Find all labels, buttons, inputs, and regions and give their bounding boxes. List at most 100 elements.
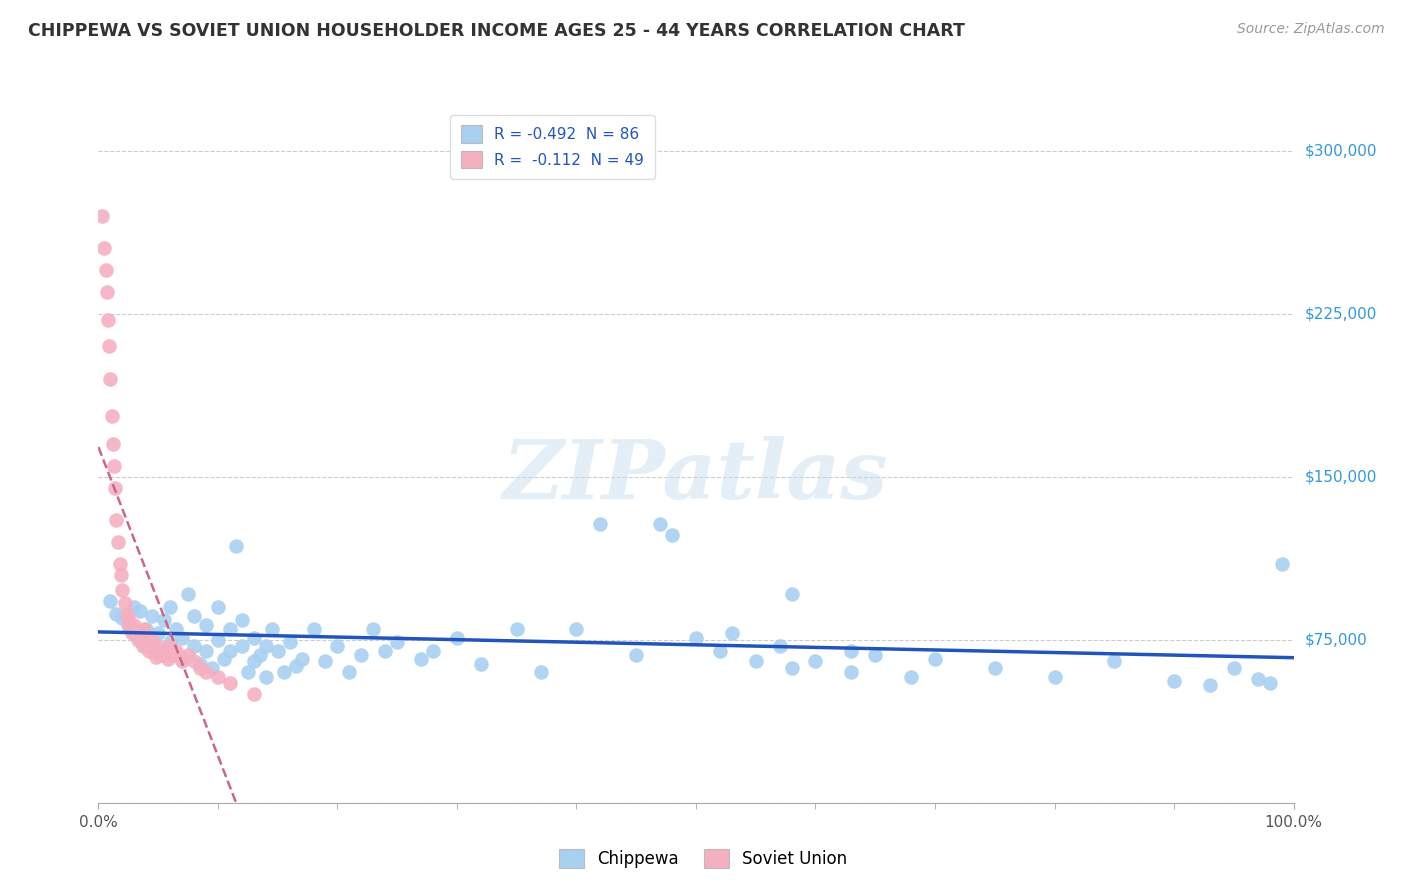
Point <box>243 631 266 645</box>
Point <box>721 626 744 640</box>
Point <box>105 513 128 527</box>
Point <box>98 593 122 607</box>
Legend: R = -0.492  N = 86, R =  -0.112  N = 49: R = -0.492 N = 86, R = -0.112 N = 49 <box>450 115 655 179</box>
Point <box>290 652 312 666</box>
Point <box>188 657 211 671</box>
Point <box>148 626 170 640</box>
Point <box>172 631 194 645</box>
Point <box>745 655 768 669</box>
Point <box>207 600 229 615</box>
Point <box>124 600 146 615</box>
Point <box>156 652 179 666</box>
Point <box>177 587 200 601</box>
Point <box>159 600 181 615</box>
Point <box>111 582 134 597</box>
Point <box>172 655 194 669</box>
Point <box>194 665 217 680</box>
Point <box>135 635 157 649</box>
Point <box>129 605 152 619</box>
Point <box>138 643 160 657</box>
Point <box>374 643 396 657</box>
Point <box>302 622 325 636</box>
Point <box>350 648 373 662</box>
Point <box>141 632 163 647</box>
Point <box>565 622 588 636</box>
Point <box>284 658 307 673</box>
Point <box>125 626 148 640</box>
Point <box>159 639 181 653</box>
Point <box>135 622 157 636</box>
Point <box>267 643 290 657</box>
Text: $75,000: $75,000 <box>1305 632 1368 648</box>
Point <box>1198 678 1220 692</box>
Point <box>983 661 1005 675</box>
Point <box>108 557 131 571</box>
Point <box>529 665 551 680</box>
Point <box>863 648 886 662</box>
Point <box>709 643 731 657</box>
Point <box>117 617 139 632</box>
Point <box>225 539 247 553</box>
Point <box>107 535 129 549</box>
Point <box>169 650 191 665</box>
Point <box>1258 676 1281 690</box>
Point <box>162 648 184 662</box>
Point <box>148 639 170 653</box>
Point <box>780 587 803 601</box>
Point <box>219 676 242 690</box>
Point <box>624 648 647 662</box>
Point <box>201 661 224 675</box>
Point <box>315 655 337 669</box>
Point <box>411 652 433 666</box>
Point <box>839 665 862 680</box>
Point <box>93 241 115 255</box>
Point <box>143 643 166 657</box>
Point <box>254 639 277 653</box>
Point <box>98 339 121 353</box>
Point <box>103 458 125 473</box>
Point <box>188 661 211 675</box>
Point <box>1222 661 1246 675</box>
Point <box>105 607 128 621</box>
Point <box>446 631 468 645</box>
Point <box>149 648 172 662</box>
Point <box>804 655 827 669</box>
Point <box>1102 655 1125 669</box>
Point <box>135 639 157 653</box>
Point <box>422 643 444 657</box>
Point <box>231 639 253 653</box>
Point <box>139 639 162 653</box>
Point <box>254 670 277 684</box>
Point <box>110 567 132 582</box>
Point <box>165 643 187 657</box>
Point <box>172 652 194 666</box>
Point <box>589 517 612 532</box>
Point <box>111 611 134 625</box>
Text: ZIPatlas: ZIPatlas <box>503 436 889 516</box>
Point <box>219 622 242 636</box>
Point <box>127 632 149 647</box>
Point <box>97 313 120 327</box>
Text: $225,000: $225,000 <box>1305 306 1376 321</box>
Point <box>648 517 672 532</box>
Point <box>183 608 205 623</box>
Point <box>1271 557 1294 571</box>
Text: CHIPPEWA VS SOVIET UNION HOUSEHOLDER INCOME AGES 25 - 44 YEARS CORRELATION CHART: CHIPPEWA VS SOVIET UNION HOUSEHOLDER INC… <box>28 22 965 40</box>
Point <box>101 437 124 451</box>
Point <box>231 613 253 627</box>
Point <box>91 209 114 223</box>
Point <box>385 635 409 649</box>
Point <box>273 665 295 680</box>
Point <box>132 622 155 636</box>
Point <box>148 643 170 657</box>
Point <box>98 372 122 386</box>
Point <box>243 687 266 701</box>
Point <box>124 626 146 640</box>
Point <box>924 652 946 666</box>
Point <box>260 622 283 636</box>
Point <box>839 643 862 657</box>
Point <box>326 639 349 653</box>
Point <box>685 631 707 645</box>
Point <box>131 639 153 653</box>
Point <box>100 409 122 423</box>
